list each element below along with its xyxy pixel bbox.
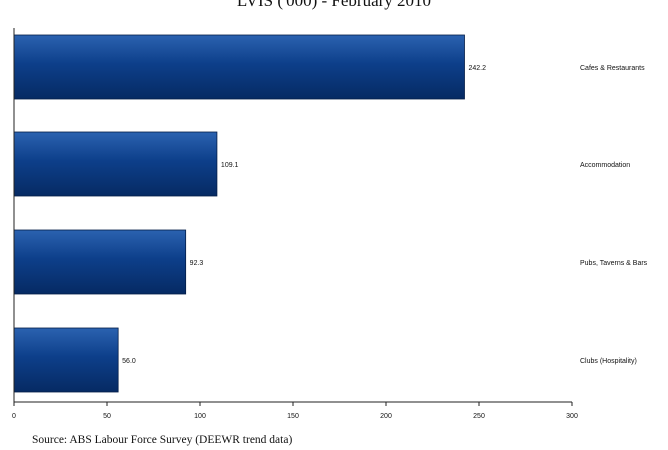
data-label: 56.0 <box>122 358 136 365</box>
data-label: 92.3 <box>190 260 204 267</box>
bar <box>13 131 218 197</box>
x-tick-label: 150 <box>287 413 299 420</box>
category-label: Clubs (Hospitality) <box>580 358 637 365</box>
x-tick-label: 200 <box>380 413 392 420</box>
data-label: 109.1 <box>221 162 239 169</box>
source-note: Source: ABS Labour Force Survey (DEEWR t… <box>32 434 293 446</box>
x-tick-label: 100 <box>194 413 206 420</box>
x-tick-label: 0 <box>12 413 16 420</box>
chart-title: LVIS ('000) - February 2010 <box>236 0 432 10</box>
x-tick-label: 250 <box>473 413 485 420</box>
data-label: 242.2 <box>468 65 486 72</box>
category-label: Cafes & Restaurants <box>580 65 645 72</box>
bar <box>13 327 119 393</box>
category-label: Pubs, Taverns & Bars <box>580 260 648 267</box>
bar <box>13 34 465 100</box>
x-tick-label: 50 <box>103 413 111 420</box>
category-label: Accommodation <box>580 162 630 169</box>
x-tick-label: 300 <box>566 413 578 420</box>
bar <box>13 229 187 295</box>
